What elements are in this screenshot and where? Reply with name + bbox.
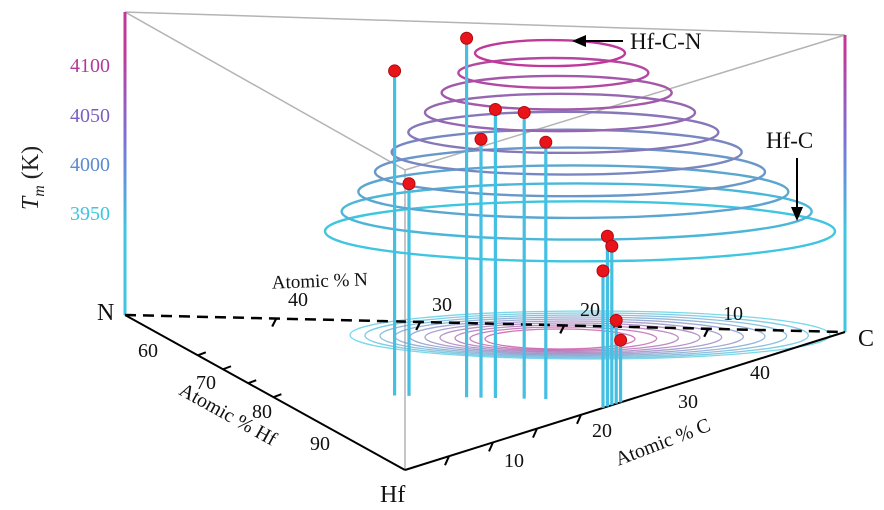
data-point: [596, 264, 610, 278]
z-axis-symbol: T: [18, 195, 44, 210]
hf-tick-mark: [222, 365, 232, 371]
contour-ring: [390, 128, 743, 176]
data-point: [488, 103, 502, 117]
base-triangle: [124, 313, 846, 471]
contour-ring: [457, 56, 650, 89]
n-tick-label: 20: [580, 299, 600, 321]
contour-ring: [357, 164, 790, 220]
axis-ticks: [197, 318, 710, 466]
binary-annotation: Hf-C: [766, 128, 813, 221]
base-contour: [424, 320, 723, 355]
base-contour: [439, 322, 701, 353]
z-tick-label: 3950: [70, 203, 110, 225]
corner-label-n: N: [97, 300, 114, 326]
c-tick-label: 10: [504, 450, 524, 472]
c-axis-title: Atomic % C: [612, 414, 713, 470]
contour-ring: [323, 200, 837, 263]
data-point: [614, 333, 628, 347]
contour-ring: [340, 182, 813, 241]
data-point: [609, 313, 623, 327]
base-contour: [349, 310, 831, 360]
hf-tick-label: 70: [196, 372, 216, 394]
base-contour: [379, 314, 788, 358]
n-tick-mark: [559, 324, 566, 334]
n-tick-label: 30: [432, 294, 452, 316]
n-tick-label: 10: [723, 303, 743, 325]
hf-n-axis-line: [124, 314, 406, 471]
c-tick-mark: [488, 441, 494, 452]
n-tick-mark: [415, 321, 422, 331]
z-tick-label: 4100: [70, 55, 110, 77]
hf-tick-mark: [273, 393, 282, 399]
contour-ring: [440, 74, 673, 111]
hf-tick-mark: [197, 351, 207, 357]
contour-ring: [473, 38, 627, 68]
bounding-box: [123, 11, 847, 470]
base-contour: [484, 328, 636, 350]
hf-tick-mark: [247, 379, 257, 385]
data-point: [539, 135, 553, 149]
n-tick-label: 40: [288, 289, 308, 311]
contour-ring: [373, 146, 767, 198]
peak-annotation-label: Hf-C-N: [630, 29, 702, 54]
c-tick-mark: [576, 414, 582, 425]
data-stems: [393, 38, 623, 408]
z-tick-label: 4050: [70, 105, 110, 127]
z-axis-unit: (K): [18, 146, 44, 179]
c-tick-label: 30: [678, 391, 698, 413]
c-tick-label: 40: [750, 362, 770, 384]
base-contour: [364, 312, 809, 359]
data-point: [605, 239, 619, 253]
z-tick-label: 4000: [70, 154, 110, 176]
data-point: [460, 31, 474, 45]
c-tick-mark: [444, 455, 450, 466]
contour-ring: [423, 92, 697, 133]
corner-label-hf: Hf: [380, 482, 405, 508]
binary-annotation-label: Hf-C: [766, 128, 813, 153]
peak-annotation: Hf-C-N: [572, 29, 702, 54]
data-points: [388, 31, 628, 347]
base-contour: [469, 326, 658, 351]
hf-tick-label: 90: [310, 433, 330, 455]
data-point: [402, 177, 416, 191]
hf-tick-label: 80: [252, 401, 272, 423]
contour-ring: [407, 110, 720, 155]
contour-rings: [323, 38, 837, 263]
c-tick-label: 20: [592, 420, 612, 442]
data-point: [474, 132, 488, 146]
data-point: [388, 64, 402, 78]
hf-c-axis-line: [404, 331, 846, 471]
c-tick-mark: [532, 428, 538, 439]
z-axis-title: Tm (K): [18, 146, 48, 210]
hf-tick-label: 60: [138, 340, 158, 362]
corner-label-c: C: [858, 326, 874, 352]
n-axis-title: Atomic % N: [271, 269, 368, 293]
data-point: [517, 106, 531, 119]
z-axis-subscript: m: [31, 185, 48, 197]
n-tick-mark: [703, 328, 710, 338]
n-c-edge: [124, 313, 846, 334]
n-tick-mark: [271, 318, 278, 328]
